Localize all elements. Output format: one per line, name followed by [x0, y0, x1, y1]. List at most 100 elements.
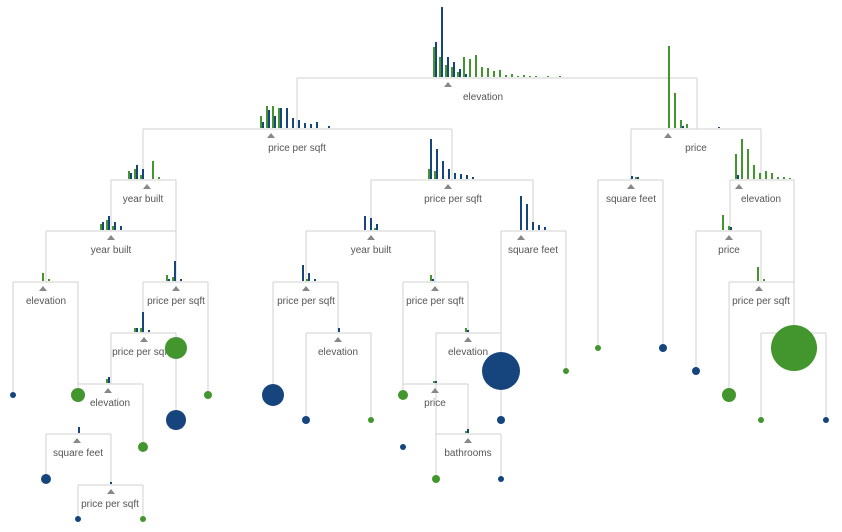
split-marker-icon [334, 337, 342, 342]
split-label: price per sqft [147, 296, 205, 307]
histogram-bar [136, 165, 138, 179]
histogram-bar [42, 273, 44, 281]
leaf-node[interactable] [166, 410, 186, 430]
histogram-bar [180, 279, 182, 281]
histogram-bar [120, 226, 122, 230]
histogram-bar [465, 74, 467, 77]
leaf-node[interactable] [262, 384, 284, 406]
leaf-node[interactable] [10, 392, 16, 398]
histogram-bar [631, 176, 633, 179]
split-marker-icon [39, 286, 47, 291]
split-node[interactable]: price per sqft [273, 265, 338, 307]
histogram-bar [532, 222, 534, 230]
leaf-node[interactable] [302, 416, 310, 424]
histogram-bar [106, 220, 108, 230]
histogram-bar [314, 279, 316, 281]
split-node[interactable]: bathrooms [436, 429, 501, 459]
leaf-node[interactable] [165, 337, 187, 359]
split-marker-icon [755, 286, 763, 291]
histogram-bar [338, 328, 340, 332]
split-marker-icon [444, 184, 452, 189]
histogram-bar [112, 226, 114, 230]
histogram-bar [547, 76, 549, 77]
leaf-node[interactable] [758, 417, 764, 423]
histogram-bar [148, 330, 150, 332]
histogram-bar [457, 72, 459, 77]
leaf-node[interactable] [659, 344, 667, 352]
leaf-node[interactable] [400, 444, 406, 450]
histogram-bar [463, 57, 465, 77]
leaf-node[interactable] [138, 442, 148, 452]
leaf-node[interactable] [692, 367, 700, 375]
histogram-bar [140, 175, 142, 179]
split-node[interactable]: price per sqft [143, 261, 208, 307]
histogram-bar [436, 149, 438, 179]
split-node[interactable]: elevation [730, 139, 794, 205]
histogram-bar [487, 68, 489, 77]
split-node[interactable]: price [696, 215, 761, 256]
leaf-node[interactable] [432, 475, 440, 483]
leaf-node[interactable] [823, 417, 829, 423]
leaf-node[interactable] [75, 516, 81, 522]
split-node[interactable]: year built [46, 216, 176, 256]
leaf-node[interactable] [482, 352, 520, 390]
histogram-bar [428, 169, 430, 179]
leaf-node[interactable] [368, 417, 374, 423]
histogram-bar [465, 328, 467, 332]
histogram-bar [499, 70, 501, 77]
split-node[interactable]: price [403, 381, 468, 409]
split-node[interactable]: price per sqft [371, 139, 533, 205]
histogram-bar [454, 173, 456, 179]
histogram-bar [753, 165, 755, 179]
histogram-bar [453, 62, 455, 77]
split-node[interactable]: price [631, 46, 761, 154]
split-node[interactable]: price per sqft [403, 275, 468, 307]
split-marker-icon [431, 286, 439, 291]
histogram-bar [718, 127, 720, 128]
split-node[interactable]: price per sqft [729, 267, 794, 307]
split-label: price per sqft [268, 143, 326, 154]
split-node[interactable]: elevation [13, 273, 78, 307]
leaf-node[interactable] [140, 516, 146, 522]
leaf-node[interactable] [204, 391, 212, 399]
histogram-bar [166, 275, 168, 281]
histogram-bar [134, 328, 136, 332]
split-node[interactable]: price per sqft [111, 312, 176, 358]
histogram-bar [789, 178, 791, 179]
leaf-node[interactable] [722, 388, 736, 402]
histogram-bar [439, 57, 441, 77]
histogram-bar [529, 76, 531, 77]
split-marker-icon [664, 133, 672, 138]
split-node[interactable]: square feet [501, 196, 566, 256]
split-marker-icon [73, 438, 81, 443]
leaf-node[interactable] [398, 390, 408, 400]
histogram-bar [136, 328, 138, 332]
split-node[interactable]: elevation [297, 7, 697, 103]
histogram-bar [140, 328, 142, 332]
split-node[interactable]: price per sqft [78, 482, 143, 510]
leaf-node[interactable] [41, 474, 51, 484]
split-node[interactable]: square feet [46, 427, 111, 459]
split-marker-icon [517, 235, 525, 240]
leaf-node[interactable] [498, 476, 504, 482]
leaf-node[interactable] [771, 325, 817, 371]
histogram-bar [472, 177, 474, 179]
split-node[interactable]: elevation [306, 328, 371, 358]
split-node[interactable]: year built [306, 216, 435, 256]
split-label: elevation [741, 194, 781, 205]
histogram-bar [777, 177, 779, 179]
split-marker-icon [725, 235, 733, 240]
split-node[interactable]: square feet [598, 176, 663, 205]
histogram-bar [102, 222, 104, 230]
histogram-bar [459, 69, 461, 77]
leaf-node[interactable] [497, 416, 505, 424]
split-node[interactable]: year built [111, 161, 176, 205]
leaf-node[interactable] [595, 345, 601, 351]
split-node[interactable]: elevation [436, 328, 501, 358]
histogram-bar [520, 196, 522, 230]
split-node[interactable]: price per sqft [143, 106, 452, 154]
split-node[interactable]: elevation [78, 377, 143, 409]
leaf-node[interactable] [71, 388, 85, 402]
split-label: year built [91, 245, 132, 256]
leaf-node[interactable] [563, 368, 569, 374]
